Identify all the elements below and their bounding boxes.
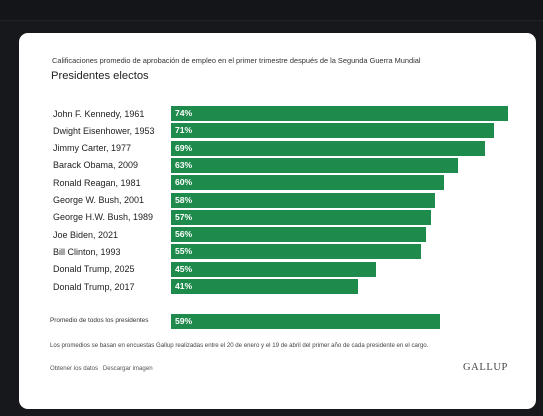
bar: [171, 106, 508, 121]
bar: [171, 140, 486, 156]
bar-value-label: 63%: [175, 159, 193, 170]
bar: [171, 209, 431, 225]
bar-value-label: 55%: [175, 246, 193, 257]
category-label: Barack Obama, 2009: [53, 160, 139, 171]
category-label: Donald Trump, 2025: [53, 264, 135, 275]
chart-links: Obtener los datos Descargar imagen: [50, 365, 156, 372]
category-label: Donald Trump, 2017: [53, 281, 135, 292]
bar-value-label: 56%: [175, 229, 193, 240]
bar-value-label: 74%: [175, 108, 193, 118]
chart-subtitle: Presidentes electos: [51, 70, 149, 82]
average-bar: [171, 314, 440, 329]
bar-value-label: 45%: [175, 263, 193, 274]
chart-card: Calificaciones promedio de aprobación de…: [19, 33, 536, 409]
category-label: Joe Biden, 2021: [53, 229, 119, 240]
bar: [171, 192, 436, 208]
average-label: Promedio de todos los presidentes: [50, 317, 149, 324]
category-label: George H.W. Bush, 1989: [53, 212, 154, 223]
bar-value-label: 69%: [175, 142, 193, 153]
bar-value-label: 41%: [175, 281, 193, 291]
bar-value-label: 57%: [175, 211, 193, 222]
category-label: Bill Clinton, 1993: [53, 246, 121, 257]
bar: [171, 261, 376, 277]
gallup-logo: GALLUP: [462, 362, 508, 373]
bar-value-label: 60%: [175, 177, 193, 188]
category-label: Ronald Reagan, 1981: [53, 177, 141, 188]
bar-value-label: 71%: [175, 125, 193, 136]
category-label: George W. Bush, 2001: [53, 195, 145, 205]
category-label: Jimmy Carter, 1977: [53, 143, 132, 154]
bar: [171, 175, 445, 191]
download-image-link[interactable]: Descargar imagen: [102, 365, 153, 372]
browser-top-bar: [0, 0, 543, 21]
category-label: John F. Kennedy, 1961: [53, 108, 145, 119]
category-label: Dwight Eisenhower, 1953: [53, 125, 155, 136]
bar: [171, 123, 495, 139]
chart-caption: Calificaciones promedio de aprobación de…: [52, 56, 421, 65]
bar: [171, 157, 458, 173]
footnote: Los promedios se basan en encuestas Gall…: [50, 342, 429, 349]
average-value-label: 59%: [175, 316, 193, 326]
bar: [171, 227, 427, 243]
get-data-link[interactable]: Obtener los datos: [50, 365, 99, 372]
bar-value-label: 58%: [175, 194, 193, 205]
bar: [171, 244, 422, 260]
bar: [171, 279, 358, 294]
